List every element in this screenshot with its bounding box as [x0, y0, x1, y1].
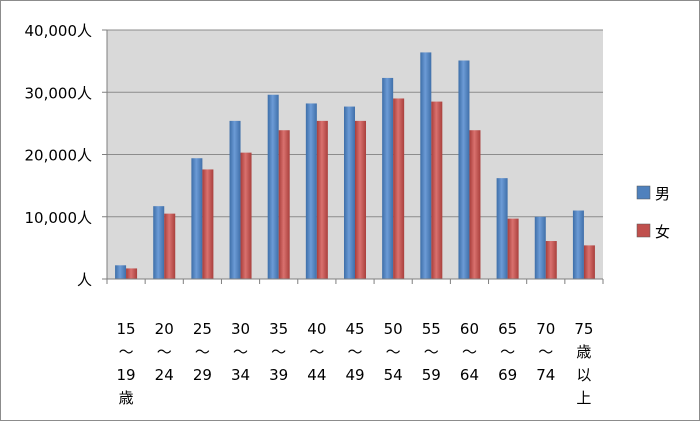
- bar-female-11: [545, 241, 557, 279]
- y-tick-label-1: 10,000人: [25, 209, 93, 227]
- bar-female-8: [431, 101, 443, 280]
- x-tick-label-3-line-0: 30: [231, 320, 250, 338]
- legend-label-male: 男: [655, 185, 670, 203]
- bar-male-0: [115, 265, 127, 279]
- bar-male-3: [229, 120, 241, 279]
- y-tick-label-4: 40,000人: [25, 22, 93, 40]
- x-tick-label-5-line-2: 44: [307, 366, 326, 384]
- y-tick-label-3: 30,000人: [25, 84, 93, 102]
- legend-swatch-male: [636, 185, 651, 200]
- bar-male-11: [534, 216, 546, 279]
- x-tick-label-6-line-2: 49: [345, 366, 364, 384]
- bar-male-4: [267, 94, 279, 280]
- x-tick-label-10-line-2: 69: [498, 366, 517, 384]
- x-tick-label-0-line-1: ～: [119, 343, 134, 361]
- x-tick-label-4: 35 ～ 39: [269, 320, 288, 384]
- x-tick-label-2-line-1: ～: [195, 343, 210, 361]
- x-tick-label-11: 70 ～ 74: [536, 320, 555, 384]
- bar-female-0: [126, 268, 138, 279]
- x-tick-label-8-line-2: 59: [422, 366, 441, 384]
- x-tick-label-6: 45 ～ 49: [345, 320, 364, 384]
- x-tick-label-12-line-2: 以: [576, 366, 591, 384]
- x-tick-label-11-line-2: 74: [536, 366, 555, 384]
- bar-female-5: [316, 120, 328, 279]
- bar-male-12: [572, 210, 584, 279]
- x-tick-label-2-line-2: 29: [193, 366, 212, 384]
- x-tick-label-9-line-2: 64: [460, 366, 479, 384]
- x-tick-label-7: 50 ～ 54: [384, 320, 403, 384]
- bars: [115, 52, 595, 280]
- x-tick-label-0-line-3: 歳: [119, 389, 134, 407]
- x-tick-label-4-line-1: ～: [271, 343, 286, 361]
- x-tick-label-4-line-2: 39: [269, 366, 288, 384]
- x-tick-label-3: 30 ～ 34: [231, 320, 250, 384]
- bar-male-2: [191, 158, 203, 279]
- axes: [102, 29, 604, 284]
- x-tick-label-9: 60 ～ 64: [460, 320, 479, 384]
- x-tick-label-0: 15 ～ 19 歳: [117, 320, 136, 407]
- bar-male-6: [344, 106, 355, 279]
- x-tick-label-5-line-0: 40: [307, 320, 326, 338]
- x-tick-label-5-line-1: ～: [309, 343, 324, 361]
- x-tick-label-2: 25 ～ 29: [193, 320, 212, 384]
- legend-label-female: 女: [655, 223, 670, 241]
- x-tick-label-12-line-3: 上: [576, 389, 591, 407]
- x-tick-label-3-line-1: ～: [233, 343, 248, 361]
- x-tick-label-12-line-0: 75: [574, 320, 593, 338]
- x-tick-label-4-line-0: 35: [269, 320, 288, 338]
- x-tick-label-8-line-0: 55: [422, 320, 441, 338]
- x-tick-label-1-line-0: 20: [155, 320, 174, 338]
- x-tick-label-12-line-1: 歳: [576, 343, 591, 361]
- x-tick-label-9-line-1: ～: [462, 343, 477, 361]
- bar-male-7: [382, 77, 394, 280]
- x-tick-label-6-line-1: ～: [347, 343, 362, 361]
- x-tick-label-10-line-1: ～: [500, 343, 515, 361]
- y-tick-label-2: 20,000人: [25, 147, 93, 165]
- x-tick-label-6-line-0: 45: [345, 320, 364, 338]
- x-axis-ticks: 15～19歳20～2425～2930～3435～3940～4445～4950～5…: [117, 320, 594, 407]
- bar-female-9: [469, 130, 481, 279]
- y-axis-ticks: 人 10,000人 20,000人 30,000人 40,000人: [25, 22, 93, 289]
- x-tick-label-7-line-1: ～: [386, 343, 401, 361]
- bar-female-3: [240, 152, 252, 279]
- bar-male-9: [458, 60, 470, 279]
- bar-female-4: [278, 130, 290, 279]
- x-tick-label-1-line-2: 24: [155, 366, 174, 384]
- bar-female-2: [202, 169, 214, 279]
- x-tick-label-0-line-2: 19: [117, 366, 136, 384]
- legend-swatch-female: [636, 223, 651, 238]
- x-tick-label-11-line-0: 70: [536, 320, 555, 338]
- x-tick-label-1-line-1: ～: [157, 343, 172, 361]
- x-tick-label-0-line-0: 15: [117, 320, 136, 338]
- x-tick-label-5: 40 ～ 44: [307, 320, 326, 384]
- bar-female-1: [164, 213, 176, 279]
- bar-female-7: [393, 98, 405, 279]
- bar-male-8: [420, 52, 432, 279]
- x-tick-label-12: 75 歳以上: [574, 320, 593, 407]
- x-tick-label-8-line-1: ～: [424, 343, 439, 361]
- x-tick-label-7-line-0: 50: [384, 320, 403, 338]
- x-tick-label-7-line-2: 54: [384, 366, 403, 384]
- bar-male-5: [305, 103, 317, 279]
- bar-female-12: [583, 245, 595, 279]
- legend: 男 女: [636, 185, 670, 241]
- bar-female-6: [355, 120, 366, 279]
- x-tick-label-8: 55 ～ 59: [422, 320, 441, 384]
- bar-male-1: [153, 206, 165, 279]
- x-tick-label-10: 65 ～ 69: [498, 320, 517, 384]
- bar-male-10: [496, 178, 508, 279]
- x-tick-label-9-line-0: 60: [460, 320, 479, 338]
- x-tick-label-10-line-0: 65: [498, 320, 517, 338]
- y-tick-label-0: 人: [77, 271, 92, 289]
- x-tick-label-11-line-1: ～: [538, 343, 553, 361]
- x-tick-label-3-line-2: 34: [231, 366, 250, 384]
- x-tick-label-1: 20 ～ 24: [155, 320, 174, 384]
- x-tick-label-2-line-0: 25: [193, 320, 212, 338]
- bar-female-10: [507, 218, 519, 279]
